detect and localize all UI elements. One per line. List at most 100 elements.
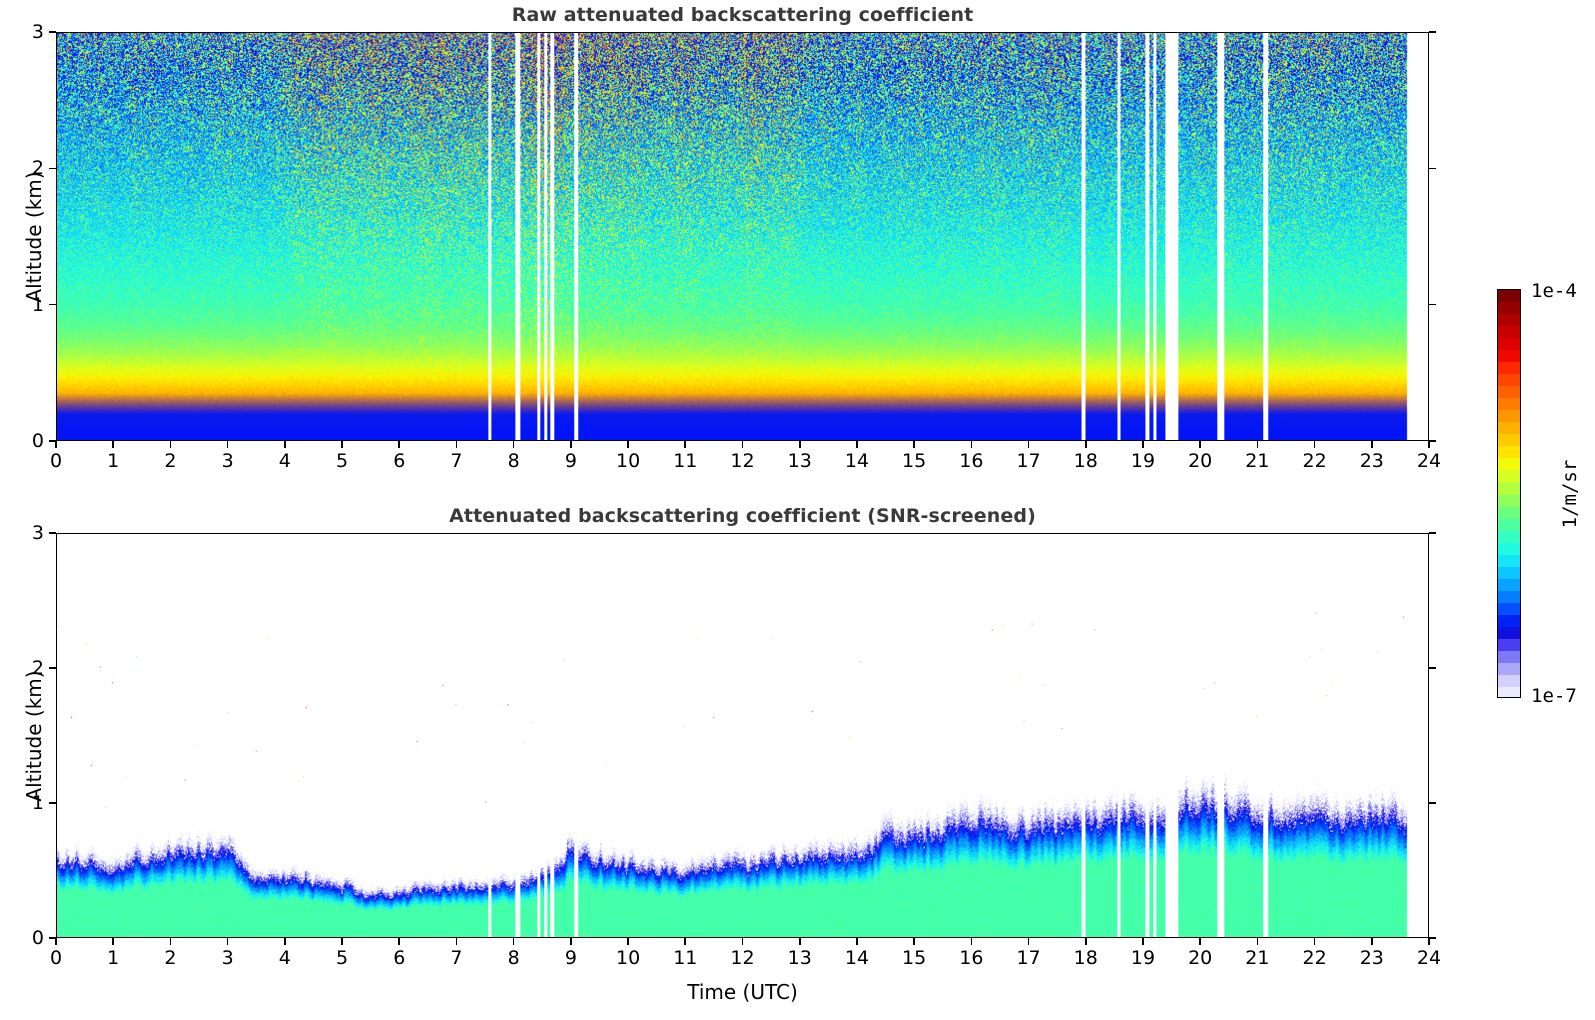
x-tick [570,938,572,945]
y-tick [49,167,56,170]
colorbar-band [1498,470,1520,484]
x-tick-label: 23 [1359,947,1384,969]
x-tick-label: 11 [673,947,698,969]
colorbar-band [1498,362,1520,375]
x-tick-label: 9 [564,450,577,472]
x-tick-label: 13 [787,947,812,969]
x-tick [55,938,57,945]
colorbar-band [1498,422,1520,435]
x-tick [570,441,572,448]
x-tick [798,938,801,945]
y-tick [49,440,56,442]
x-tick-label: 23 [1359,450,1384,472]
x-tick-label: 14 [844,450,869,472]
colorbar-band [1498,662,1520,676]
x-tick [1370,441,1373,448]
y-tick [49,532,56,534]
colorbar-band [1498,458,1520,472]
panel-raw-heatmap [57,33,1428,440]
x-tick [55,441,57,448]
x-tick [226,938,229,945]
colorbar-band [1498,614,1520,628]
x-tick-label: 0 [49,450,63,472]
colorbar-band [1498,674,1520,688]
x-tick [627,938,629,945]
colorbar-band [1498,554,1520,568]
x-tick-label: 24 [1416,947,1442,969]
x-tick [398,441,401,448]
y-tick-label: 3 [31,522,44,544]
colorbar-band [1498,518,1520,532]
x-tick [512,441,515,448]
panel-screened-xlabel: Time (UTC) [687,980,798,1004]
x-tick-label: 21 [1245,947,1270,969]
colorbar-band [1498,542,1520,556]
x-tick [284,441,286,448]
colorbar-band [1498,338,1520,351]
x-tick-label: 16 [959,450,984,472]
panel-screened-title: Attenuated backscattering coefficient (S… [449,505,1036,527]
colorbar-band [1498,578,1520,592]
x-tick [341,938,343,945]
colorbar-band [1498,374,1520,387]
x-tick [1428,938,1430,945]
x-tick-label: 20 [1188,947,1213,969]
x-tick [741,441,744,448]
x-tick-label: 0 [49,947,63,969]
panel-raw-title: Raw attenuated backscattering coefficien… [511,4,974,26]
x-tick [1027,441,1030,448]
y-tick-right [1429,31,1436,33]
x-tick [512,938,515,945]
x-tick-label: 6 [393,450,406,472]
y-tick [49,937,56,939]
x-tick-label: 2 [164,450,177,472]
x-tick [455,938,458,945]
y-tick [49,31,56,33]
x-tick [284,938,286,945]
x-tick [1313,441,1316,448]
colorbar-band [1498,290,1520,303]
x-tick [1313,938,1316,945]
x-tick [1370,938,1373,945]
y-tick-right [1429,802,1436,804]
panel-raw-ylabel: Altitude (km) [22,170,46,303]
x-tick [1428,441,1430,448]
x-tick-label: 11 [673,450,698,472]
panel-screened-axes [56,533,1429,938]
x-tick [112,441,114,448]
x-tick [1142,441,1144,448]
x-tick-label: 5 [335,947,349,969]
x-tick [1084,441,1087,448]
y-tick [49,303,56,306]
y-tick-label: 1 [31,792,44,814]
x-tick-label: 8 [507,947,520,969]
x-tick-label: 19 [1130,450,1156,472]
x-tick-label: 22 [1302,947,1327,969]
y-tick-right [1429,167,1436,170]
x-tick [627,441,629,448]
colorbar-band [1498,686,1520,697]
panel-raw-axes [56,32,1429,441]
x-tick-label: 12 [730,450,755,472]
y-tick-right [1429,440,1436,442]
x-tick-label: 3 [221,450,234,472]
colorbar-band [1498,314,1520,327]
x-tick-label: 19 [1130,947,1156,969]
colorbar-band [1498,398,1520,411]
panel-screened-heatmap [57,534,1428,937]
x-tick-label: 18 [1073,947,1098,969]
colorbar-min-label: 1e-7 [1531,685,1577,707]
colorbar-unit-label: 1/m/sr [1559,459,1581,528]
y-tick-right [1429,303,1436,306]
x-tick-label: 5 [335,450,349,472]
x-tick-label: 7 [450,947,463,969]
x-tick-label: 15 [902,450,927,472]
x-tick [856,938,858,945]
x-tick [169,441,172,448]
x-tick-label: 14 [844,947,869,969]
x-tick [684,938,687,945]
x-tick [970,441,973,448]
colorbar-band [1498,566,1520,580]
x-tick [169,938,172,945]
x-tick-label: 2 [164,947,177,969]
